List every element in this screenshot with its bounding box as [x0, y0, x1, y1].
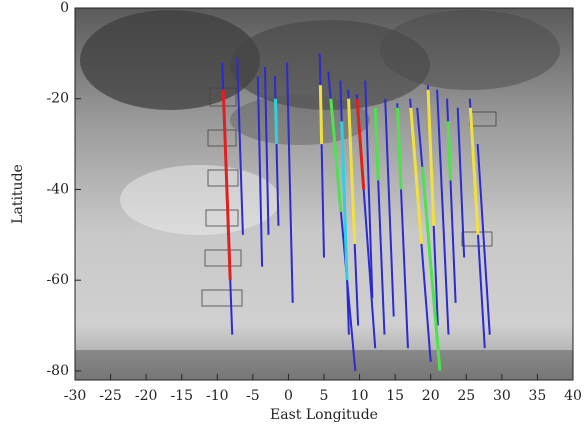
x-tick-label: 30 [493, 388, 511, 404]
x-tick-label: -10 [206, 388, 229, 404]
x-tick-label: 35 [529, 388, 547, 404]
x-axis-label: East Longitude [270, 407, 378, 423]
y-tick-label: -60 [46, 272, 69, 288]
y-tick-label: -80 [46, 363, 69, 379]
chart: East Longitude Latitude -30 -25 -20 -15 -10 -… [0, 0, 585, 430]
x-tick-label: 0 [284, 388, 293, 404]
track [320, 85, 321, 144]
y-tick-label: -20 [46, 91, 69, 107]
x-tick-label: -15 [170, 388, 193, 404]
x-tick-label: -30 [64, 388, 87, 404]
y-axis-label: Latitude [10, 164, 26, 224]
x-tick-label: 10 [351, 388, 369, 404]
x-tick-label: 20 [422, 388, 440, 404]
x-tick-label: -25 [99, 388, 122, 404]
x-tick-label: 40 [564, 388, 582, 404]
y-tick-label: 0 [60, 0, 69, 16]
map-background [75, 8, 573, 380]
x-tick-label: -20 [135, 388, 158, 404]
x-tick-label: 15 [386, 388, 404, 404]
x-tick-label: 5 [320, 388, 329, 404]
x-tick-label: 25 [457, 388, 475, 404]
x-tick-label: -5 [246, 388, 260, 404]
track [275, 99, 276, 144]
y-tick-label: -40 [46, 181, 69, 197]
